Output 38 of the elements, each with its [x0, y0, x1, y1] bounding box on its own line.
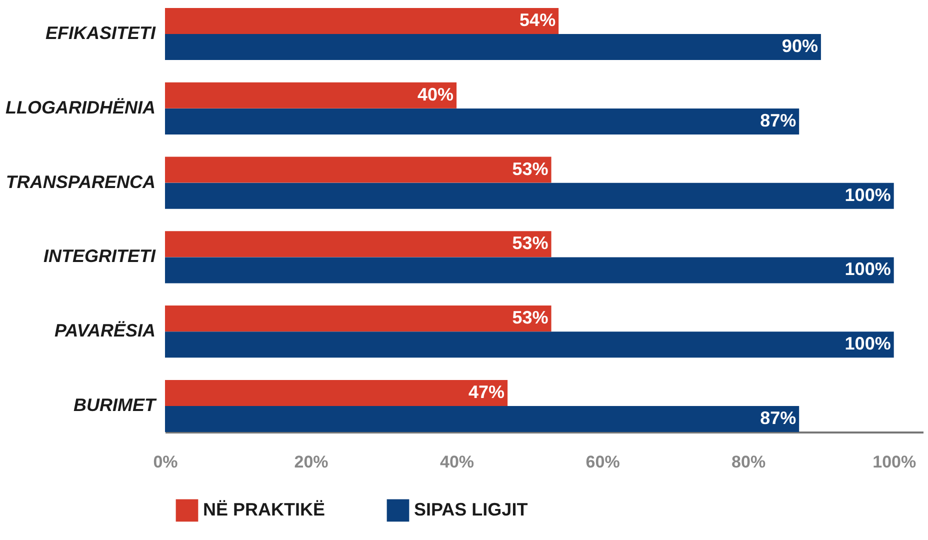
bar — [165, 108, 800, 134]
bar — [165, 156, 552, 183]
x-tick-label: 0% — [153, 452, 178, 472]
data-label: 90% — [782, 36, 818, 56]
y-tick-label: EFIKASITETI — [45, 23, 156, 44]
bar — [165, 34, 821, 60]
x-tick-label: 60% — [586, 452, 620, 472]
y-tick-label: LLOGARIDHËNIA — [6, 97, 156, 118]
y-tick-label: BURIMET — [74, 394, 158, 415]
y-tick-label: TRANSPARENCA — [6, 172, 156, 192]
x-tick-label: 20% — [294, 452, 328, 472]
data-label: 87% — [760, 110, 796, 130]
x-tick-label: 40% — [440, 452, 474, 472]
data-label: 100% — [844, 184, 891, 205]
bar — [165, 380, 508, 406]
bar — [165, 182, 894, 209]
bar — [165, 8, 559, 34]
data-label: 53% — [512, 158, 548, 179]
bar — [165, 257, 894, 284]
x-tick-label: 80% — [732, 452, 766, 472]
bar — [165, 306, 552, 332]
bar — [165, 332, 894, 358]
data-label: 54% — [520, 10, 556, 30]
data-label: 53% — [512, 308, 548, 328]
legend-label: NË PRAKTIKË — [203, 499, 326, 520]
y-tick-label: PAVARËSIA — [54, 320, 156, 341]
data-label: 100% — [844, 259, 891, 280]
legend-label: SIPAS LIGJIT — [414, 499, 528, 520]
x-tick-label: 100% — [872, 452, 916, 472]
data-label: 53% — [512, 233, 548, 254]
bar — [165, 231, 552, 258]
data-label: 87% — [760, 408, 796, 428]
y-tick-label: INTEGRITETI — [44, 246, 156, 266]
data-label: 47% — [468, 382, 505, 402]
data-label: 100% — [844, 334, 891, 354]
data-label: 40% — [418, 84, 454, 104]
bar — [165, 406, 800, 432]
bar — [165, 82, 457, 108]
